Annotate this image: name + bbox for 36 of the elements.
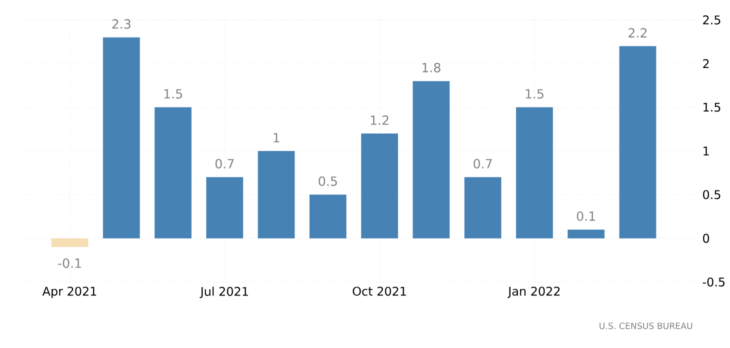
bar bbox=[412, 81, 450, 238]
y-tick-label: 2 bbox=[703, 59, 709, 68]
bar bbox=[258, 151, 295, 238]
text: U.S. CENSUS BUREAU bbox=[600, 322, 692, 330]
y-tick-label: 1 bbox=[704, 146, 709, 156]
y-tick-label: -0.5 bbox=[702, 278, 725, 287]
bar bbox=[619, 46, 656, 238]
bar bbox=[516, 107, 553, 238]
x-tick-label: Apr 2021 bbox=[42, 286, 96, 298]
data-label: 2.2 bbox=[628, 28, 647, 38]
data-label: 0.1 bbox=[576, 211, 595, 222]
bar bbox=[51, 238, 88, 248]
bar bbox=[206, 177, 244, 238]
data-label: 2.3 bbox=[112, 19, 130, 29]
bar bbox=[154, 107, 192, 238]
data-label: 1 bbox=[274, 133, 280, 142]
x-tick-label: Jul 2021 bbox=[200, 286, 248, 298]
data-label: 1.2 bbox=[370, 116, 388, 125]
y-tick-label: 2.5 bbox=[703, 16, 720, 25]
data-label: 0.5 bbox=[318, 176, 337, 186]
data-label: -0.1 bbox=[58, 258, 81, 268]
data-label: 1.8 bbox=[422, 62, 440, 73]
bar bbox=[310, 194, 346, 238]
bar bbox=[464, 177, 502, 238]
x-tick-label: Jan 2022 bbox=[508, 286, 560, 298]
x-tick-label: Oct 2021 bbox=[352, 286, 406, 296]
bar bbox=[361, 134, 398, 238]
y-tick-label: 0 bbox=[703, 234, 710, 243]
y-tick-label: 0.5 bbox=[703, 190, 720, 200]
data-label: 1.5 bbox=[164, 89, 182, 99]
data-label: 0.7 bbox=[215, 159, 234, 169]
bar bbox=[102, 38, 140, 238]
bar bbox=[568, 230, 605, 238]
data-label: 1.5 bbox=[526, 89, 544, 99]
y-tick-label: 1.5 bbox=[704, 102, 720, 112]
data-label: 0.7 bbox=[474, 159, 492, 169]
